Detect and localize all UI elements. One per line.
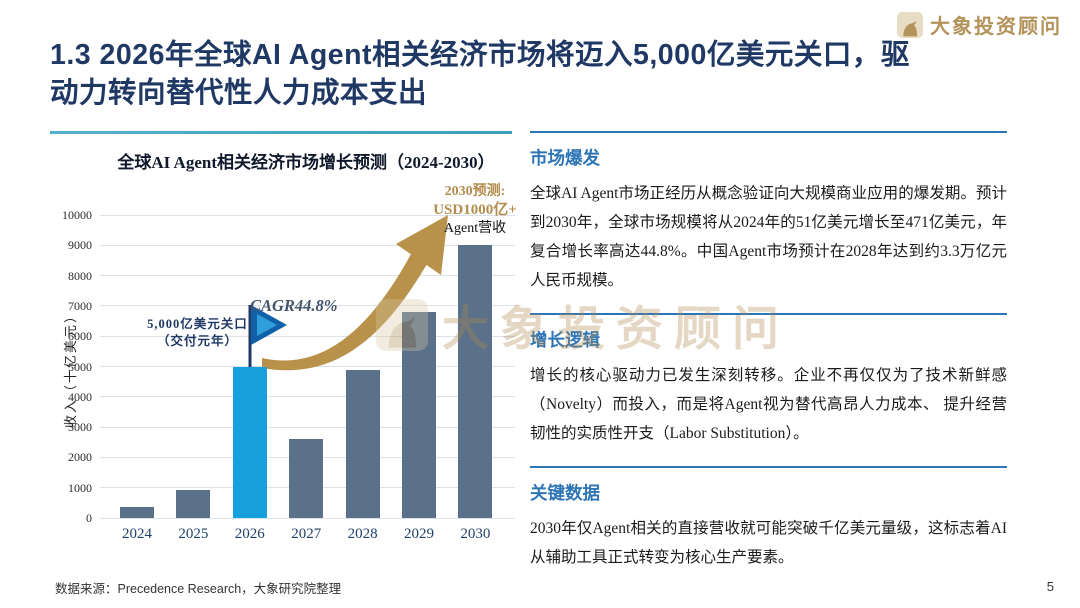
forecast-annotation: 2030预测: USD1000亿+ Agent营收 — [425, 183, 525, 238]
x-tick-2026: 2026 — [234, 526, 265, 542]
section-heading: 增长逻辑 — [530, 330, 600, 350]
data-source-note: 数据来源：Precedence Research，大象研究院整理 — [55, 582, 342, 596]
forecast-line2: USD1000亿+ — [433, 202, 517, 218]
gridline-10000 — [100, 214, 515, 216]
gridline-4000 — [100, 396, 515, 398]
bar-2027 — [289, 439, 324, 518]
y-tick-9000: 9000 — [68, 238, 92, 253]
gridline-9000 — [100, 244, 515, 246]
gridline-8000 — [100, 275, 515, 277]
section-body: 增长的核心驱动力已发生深刻转移。企业不再仅仅为了技术新鲜感（Novelty）而投… — [530, 367, 1007, 442]
milestone-flag-icon — [248, 305, 287, 367]
logo-text: 大象投资顾问 — [930, 16, 1062, 38]
chart-panel-divider — [50, 131, 512, 134]
page-title-line2: 动力转向替代性人力成本支出 — [50, 77, 428, 109]
section-heading: 市场爆发 — [530, 148, 600, 168]
y-tick-4000: 4000 — [68, 389, 92, 404]
elephant-logo-icon — [897, 11, 923, 38]
bar-2029 — [402, 311, 436, 518]
y-tick-7000: 7000 — [68, 298, 92, 313]
y-tick-3000: 3000 — [68, 420, 92, 435]
y-tick-2000: 2000 — [68, 450, 92, 465]
x-tick-2027: 2027 — [291, 526, 322, 542]
bar-2028 — [345, 369, 380, 518]
gridline-3000 — [100, 426, 515, 428]
milestone-line1: 5,000亿美元关口 — [147, 317, 248, 331]
company-logo: 大象投资顾问 — [897, 10, 1062, 39]
milestone-line2: （交付元年） — [156, 334, 238, 348]
x-tick-2030: 2030 — [460, 526, 491, 542]
gridline-5000 — [100, 366, 515, 367]
x-tick-2025: 2025 — [178, 526, 209, 542]
bar-2030 — [458, 245, 493, 518]
plot-area: 5,000亿美元关口 （交付元年） CAGR44.8% 2030预测: USD1… — [62, 184, 517, 542]
milestone-annotation: 5,000亿美元关口 （交付元年） — [120, 316, 275, 350]
y-tick-5000: 5000 — [68, 359, 92, 374]
y-tick-1000: 1000 — [68, 480, 92, 495]
x-tick-2024: 2024 — [122, 526, 152, 542]
y-tick-6000: 6000 — [68, 329, 92, 344]
section-body: 2030年仅Agent相关的直接营收就可能突破千亿美元量级，这标志着AI从辅助工… — [530, 520, 1007, 566]
x-tick-2029: 2029 — [404, 526, 434, 542]
x-tick-2028: 2028 — [347, 526, 378, 542]
page-title-line1: 1.3 2026年全球AI Agent相关经济市场将迈入5,000亿美元关口，驱 — [50, 39, 910, 71]
insight-column: 市场爆发 全球AI Agent市场正经历从概念验证向大规模商业应用的爆发期。预计… — [530, 131, 1007, 590]
forecast-line3: Agent营收 — [443, 221, 507, 236]
section-heading: 关键数据 — [530, 483, 600, 503]
page-number: 5 — [1046, 579, 1054, 594]
chart-panel: 全球AI Agent相关经济市场增长预测（2024-2030） 收入（十亿美元）… — [50, 128, 520, 568]
section-body: 全球AI Agent市场正经历从概念验证向大规模商业应用的爆发期。预计到2030… — [530, 185, 1007, 289]
section-key-data: 关键数据 2030年仅Agent相关的直接营收就可能突破千亿美元量级，这标志着A… — [530, 466, 1007, 590]
forecast-line1: 2030预测: — [444, 184, 506, 199]
y-tick-0: 0 — [86, 511, 92, 525]
gridline-0 — [100, 517, 515, 519]
bar-2024 — [120, 507, 154, 518]
chart-title: 全球AI Agent相关经济市场增长预测（2024-2030） — [117, 153, 495, 172]
y-tick-10000: 10000 — [62, 208, 92, 222]
bar-2025 — [176, 489, 211, 518]
page-title: 1.3 2026年全球AI Agent相关经济市场将迈入5,000亿美元关口，驱… — [50, 36, 1035, 112]
y-tick-8000: 8000 — [68, 268, 92, 283]
section-market-explosion: 市场爆发 全球AI Agent市场正经历从概念验证向大规模商业应用的爆发期。预计… — [530, 131, 1007, 313]
bar-2026 — [232, 366, 267, 518]
section-growth-logic: 增长逻辑 增长的核心驱动力已发生深刻转移。企业不再仅仅为了技术新鲜感（Novel… — [530, 313, 1007, 466]
cagr-annotation: CAGR44.8% — [250, 296, 338, 315]
